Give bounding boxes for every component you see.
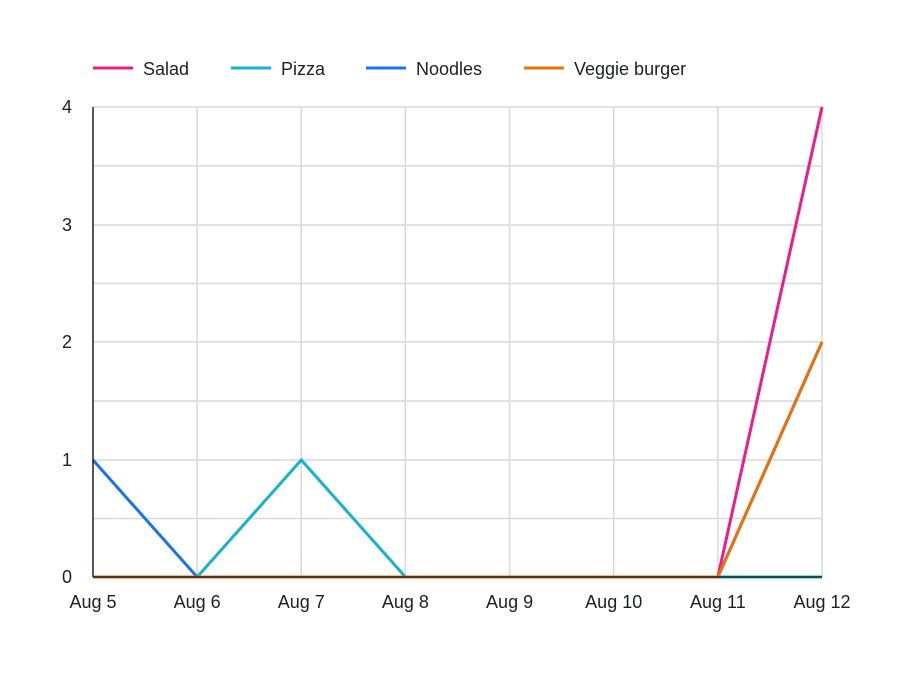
y-tick-label: 0: [62, 567, 72, 587]
legend-item-salad: Salad: [93, 59, 189, 79]
legend-label: Pizza: [281, 59, 326, 79]
y-tick-label: 3: [62, 215, 72, 235]
legend-item-veggie-burger: Veggie burger: [524, 59, 686, 79]
x-tick-label: Aug 9: [486, 592, 533, 612]
axes: [92, 107, 822, 578]
legend-label: Salad: [143, 59, 189, 79]
legend-item-noodles: Noodles: [366, 59, 482, 79]
x-tick-label: Aug 11: [690, 592, 746, 612]
x-tick-label: Aug 5: [69, 592, 116, 612]
y-axis-tick-labels: 0 1 2 3 4: [62, 97, 72, 587]
x-tick-label: Aug 12: [793, 592, 850, 612]
x-axis-tick-labels: Aug 5 Aug 6 Aug 7 Aug 8 Aug 9 Aug 10 Aug 11 Aug…: [69, 592, 850, 612]
y-tick-label: 4: [62, 97, 72, 117]
y-tick-label: 2: [62, 332, 72, 352]
x-tick-label: Aug 8: [382, 592, 429, 612]
legend-item-pizza: Pizza: [231, 59, 326, 79]
x-tick-label: Aug 10: [585, 592, 642, 612]
x-tick-label: Aug 6: [174, 592, 221, 612]
y-tick-label: 1: [62, 450, 72, 470]
legend-label: Veggie burger: [574, 59, 686, 79]
legend-label: Noodles: [416, 59, 482, 79]
legend: Salad Pizza Noodles Veggie burger: [93, 59, 686, 79]
x-tick-label: Aug 7: [278, 592, 325, 612]
gridlines: [93, 106, 823, 577]
